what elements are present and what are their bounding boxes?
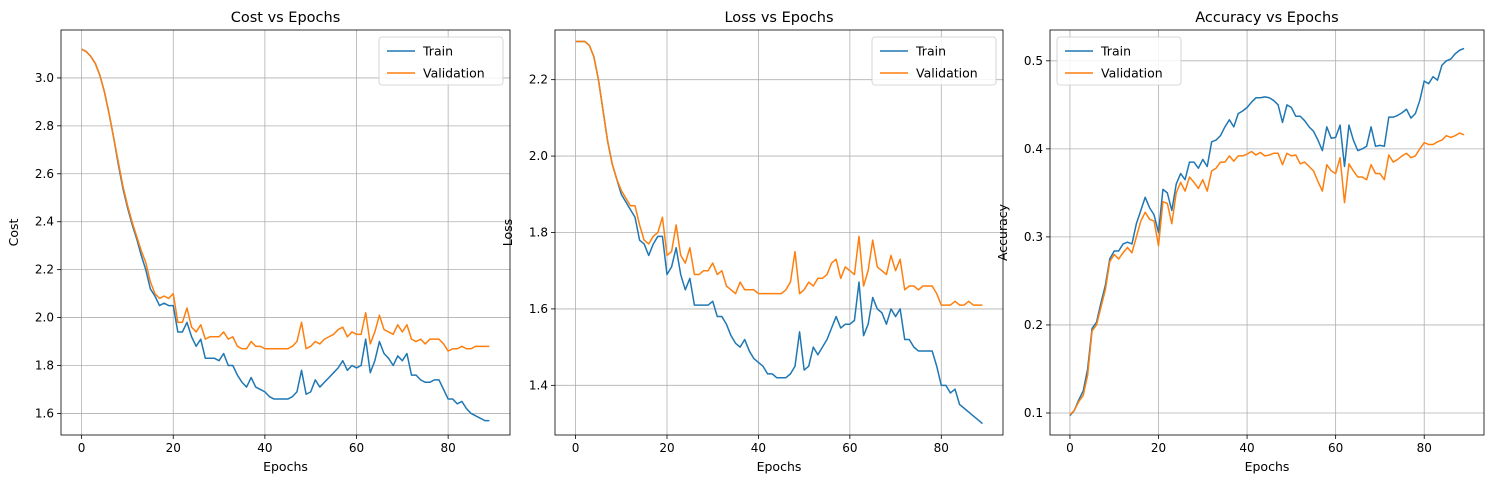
y-tick-label: 2.0	[529, 149, 548, 163]
y-tick-label: 1.8	[35, 359, 54, 373]
x-tick-label: 20	[1151, 441, 1166, 455]
x-axis-label: Epochs	[1245, 459, 1290, 474]
x-axis-label: Epochs	[263, 459, 308, 474]
chart-loss-vs-epochs: 0 20 40 60 80 1.4 1.6 1.8 2.0 2.2 Loss vs Epochs Ep…	[500, 10, 1004, 474]
x-tick-label: 80	[1417, 441, 1432, 455]
x-tick-label: 0	[1066, 441, 1074, 455]
series-line-validation	[81, 48, 490, 352]
series-line-validation	[575, 40, 983, 306]
y-tick-label: 1.8	[529, 226, 548, 240]
chart-title: Accuracy vs Epochs	[1195, 10, 1339, 26]
x-tick-label: 20	[659, 441, 674, 455]
y-tick-label: 2.4	[35, 215, 54, 229]
series-line-train	[1069, 47, 1465, 417]
chart-title: Cost vs Epochs	[231, 10, 341, 26]
x-tick-label: 60	[349, 441, 364, 455]
y-tick-label: 2.0	[35, 311, 54, 325]
y-tick-label: 0.5	[1024, 54, 1043, 68]
axes-frame	[60, 29, 511, 436]
axes-frame	[1049, 29, 1485, 436]
x-tick-label: 60	[842, 441, 857, 455]
y-axis-label: Accuracy	[995, 203, 1010, 261]
x-tick-label: 40	[751, 441, 766, 455]
x-tick-label: 80	[441, 441, 456, 455]
y-tick-label: 2.6	[35, 167, 54, 181]
legend-label-train: Train	[1100, 44, 1131, 59]
legend-label-validation: Validation	[423, 66, 485, 81]
y-tick-label: 1.6	[529, 302, 548, 316]
x-tick-label: 80	[934, 441, 949, 455]
series-line-validation	[1069, 132, 1465, 416]
x-tick-label: 60	[1328, 441, 1343, 455]
y-axis-label: Loss	[500, 219, 515, 246]
x-tick-label: 20	[166, 441, 181, 455]
y-tick-label: 0.4	[1024, 142, 1043, 156]
series-line-train	[575, 40, 983, 425]
y-tick-label: 0.3	[1024, 230, 1043, 244]
y-tick-label: 1.6	[35, 406, 54, 420]
chart-accuracy-vs-epochs: 0 20 40 60 80 0.1 0.2 0.3 0.4 0.5 Accuracy vs Epoc…	[995, 10, 1485, 474]
y-tick-label: 1.4	[529, 378, 548, 392]
y-tick-label: 3.0	[35, 71, 54, 85]
series-line-train	[81, 48, 490, 422]
x-tick-label: 0	[78, 441, 86, 455]
chart-cost-vs-epochs: 0 20 40 60 80 1.6 1.8 2.0 2.2 2.4 2.6 2.8 3.0 Cost vs…	[6, 10, 511, 474]
x-tick-label: 0	[572, 441, 580, 455]
y-tick-label: 2.8	[35, 119, 54, 133]
legend: Train Validation	[1056, 36, 1182, 86]
y-tick-label: 0.2	[1024, 318, 1043, 332]
legend-label-validation: Validation	[916, 66, 978, 81]
x-axis-label: Epochs	[757, 459, 802, 474]
x-tick-label: 40	[257, 441, 272, 455]
y-axis-label: Cost	[6, 219, 21, 247]
x-tick-label: 40	[1239, 441, 1254, 455]
legend-label-validation: Validation	[1101, 66, 1163, 81]
y-tick-label: 0.1	[1024, 406, 1043, 420]
legend-label-train: Train	[422, 44, 453, 59]
chart-title: Loss vs Epochs	[724, 10, 833, 26]
y-tick-label: 2.2	[35, 263, 54, 277]
y-tick-label: 2.2	[529, 73, 548, 87]
legend: Train Validation	[871, 36, 997, 86]
legend: Train Validation	[378, 36, 504, 86]
legend-label-train: Train	[915, 44, 946, 59]
